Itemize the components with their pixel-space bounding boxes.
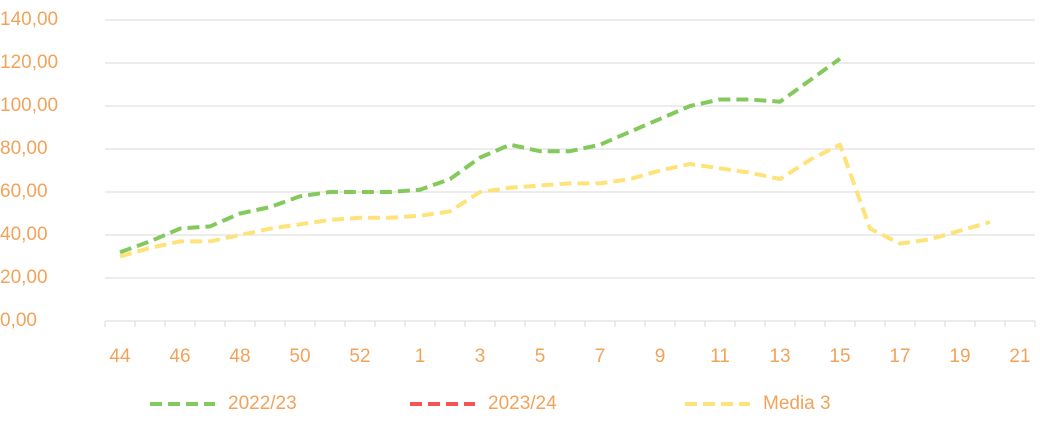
x-tick-label: 1: [415, 346, 426, 367]
y-tick-label: 100,00: [0, 95, 58, 116]
x-tick-label: 11: [710, 346, 730, 367]
x-tick-label: 9: [655, 346, 666, 367]
y-tick-label: 60,00: [0, 181, 48, 202]
line-series: [119, 57, 842, 255]
line-series: [119, 142, 991, 259]
x-tick-label: 17: [889, 346, 910, 367]
y-tick-label: 140,00: [0, 9, 58, 30]
y-tick-label: 20,00: [0, 267, 48, 288]
y-tick-label: 0,00: [0, 310, 37, 331]
x-tick-label: 44: [109, 346, 131, 367]
legend-label: Media 3: [763, 393, 831, 414]
y-tick-label: 40,00: [0, 224, 48, 245]
x-tick-label: 3: [475, 346, 486, 367]
x-tick-label: 7: [595, 346, 606, 367]
legend-label: 2022/23: [228, 393, 297, 414]
x-tick-label: 48: [229, 346, 250, 367]
x-tick-label: 5: [535, 346, 546, 367]
x-tick-label: 13: [769, 346, 790, 367]
legend-label: 2023/24: [488, 393, 557, 414]
x-tick-label: 19: [949, 346, 970, 367]
x-tick-label: 21: [1009, 346, 1030, 367]
y-tick-label: 80,00: [0, 138, 48, 159]
x-tick-label: 52: [349, 346, 370, 367]
x-tick-label: 46: [169, 346, 190, 367]
x-tick-label: 15: [829, 346, 850, 367]
x-tick-label: 50: [289, 346, 310, 367]
y-tick-label: 120,00: [0, 52, 58, 73]
